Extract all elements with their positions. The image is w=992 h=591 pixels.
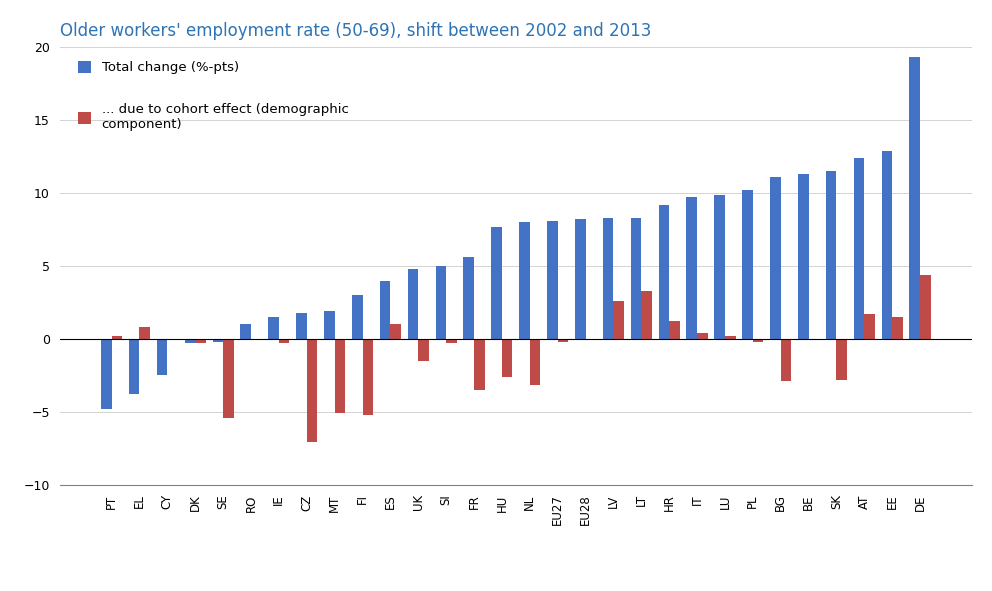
Bar (352, 295, 362, 339)
Bar (168, 339, 178, 340)
Legend: Total change (%-pts), ... due to cohort effect (demographic
component): Total change (%-pts), ... due to cohort … (72, 56, 354, 137)
Bar (613, 301, 624, 339)
Bar (519, 222, 530, 339)
Bar (380, 281, 391, 339)
Bar (798, 174, 808, 339)
Bar (223, 339, 234, 418)
Bar (279, 339, 290, 343)
Bar (140, 327, 150, 339)
Bar (575, 219, 585, 339)
Bar (491, 226, 502, 339)
Bar (603, 218, 613, 339)
Bar (240, 324, 251, 339)
Bar (714, 194, 725, 339)
Bar (753, 339, 764, 342)
Text: Older workers' employment rate (50-69), shift between 2002 and 2013: Older workers' employment rate (50-69), … (60, 22, 651, 40)
Bar (558, 339, 568, 342)
Bar (770, 177, 781, 339)
Bar (854, 158, 864, 339)
Bar (659, 204, 670, 339)
Bar (585, 339, 596, 340)
Bar (781, 339, 792, 381)
Bar (334, 339, 345, 413)
Bar (268, 317, 279, 339)
Bar (670, 322, 680, 339)
Bar (463, 257, 474, 339)
Bar (435, 266, 446, 339)
Bar (251, 339, 262, 340)
Bar (686, 197, 697, 339)
Bar (419, 339, 429, 361)
Bar (910, 57, 921, 339)
Bar (502, 339, 513, 376)
Bar (391, 324, 401, 339)
Bar (742, 190, 753, 339)
Bar (530, 339, 541, 385)
Bar (641, 291, 652, 339)
Bar (892, 317, 903, 339)
Bar (212, 339, 223, 342)
Bar (547, 221, 558, 339)
Bar (836, 339, 847, 379)
Bar (157, 339, 168, 375)
Bar (725, 336, 735, 339)
Bar (297, 313, 307, 339)
Bar (474, 339, 485, 390)
Bar (129, 339, 140, 394)
Bar (826, 171, 836, 339)
Bar (101, 339, 111, 409)
Bar (324, 311, 334, 339)
Bar (921, 275, 930, 339)
Bar (195, 339, 205, 343)
Bar (185, 339, 195, 343)
Bar (697, 333, 707, 339)
Bar (808, 339, 819, 340)
Bar (882, 151, 892, 339)
Bar (864, 314, 875, 339)
Bar (362, 339, 373, 415)
Bar (446, 339, 456, 343)
Bar (111, 336, 122, 339)
Bar (307, 339, 317, 442)
Bar (631, 218, 641, 339)
Bar (408, 269, 419, 339)
